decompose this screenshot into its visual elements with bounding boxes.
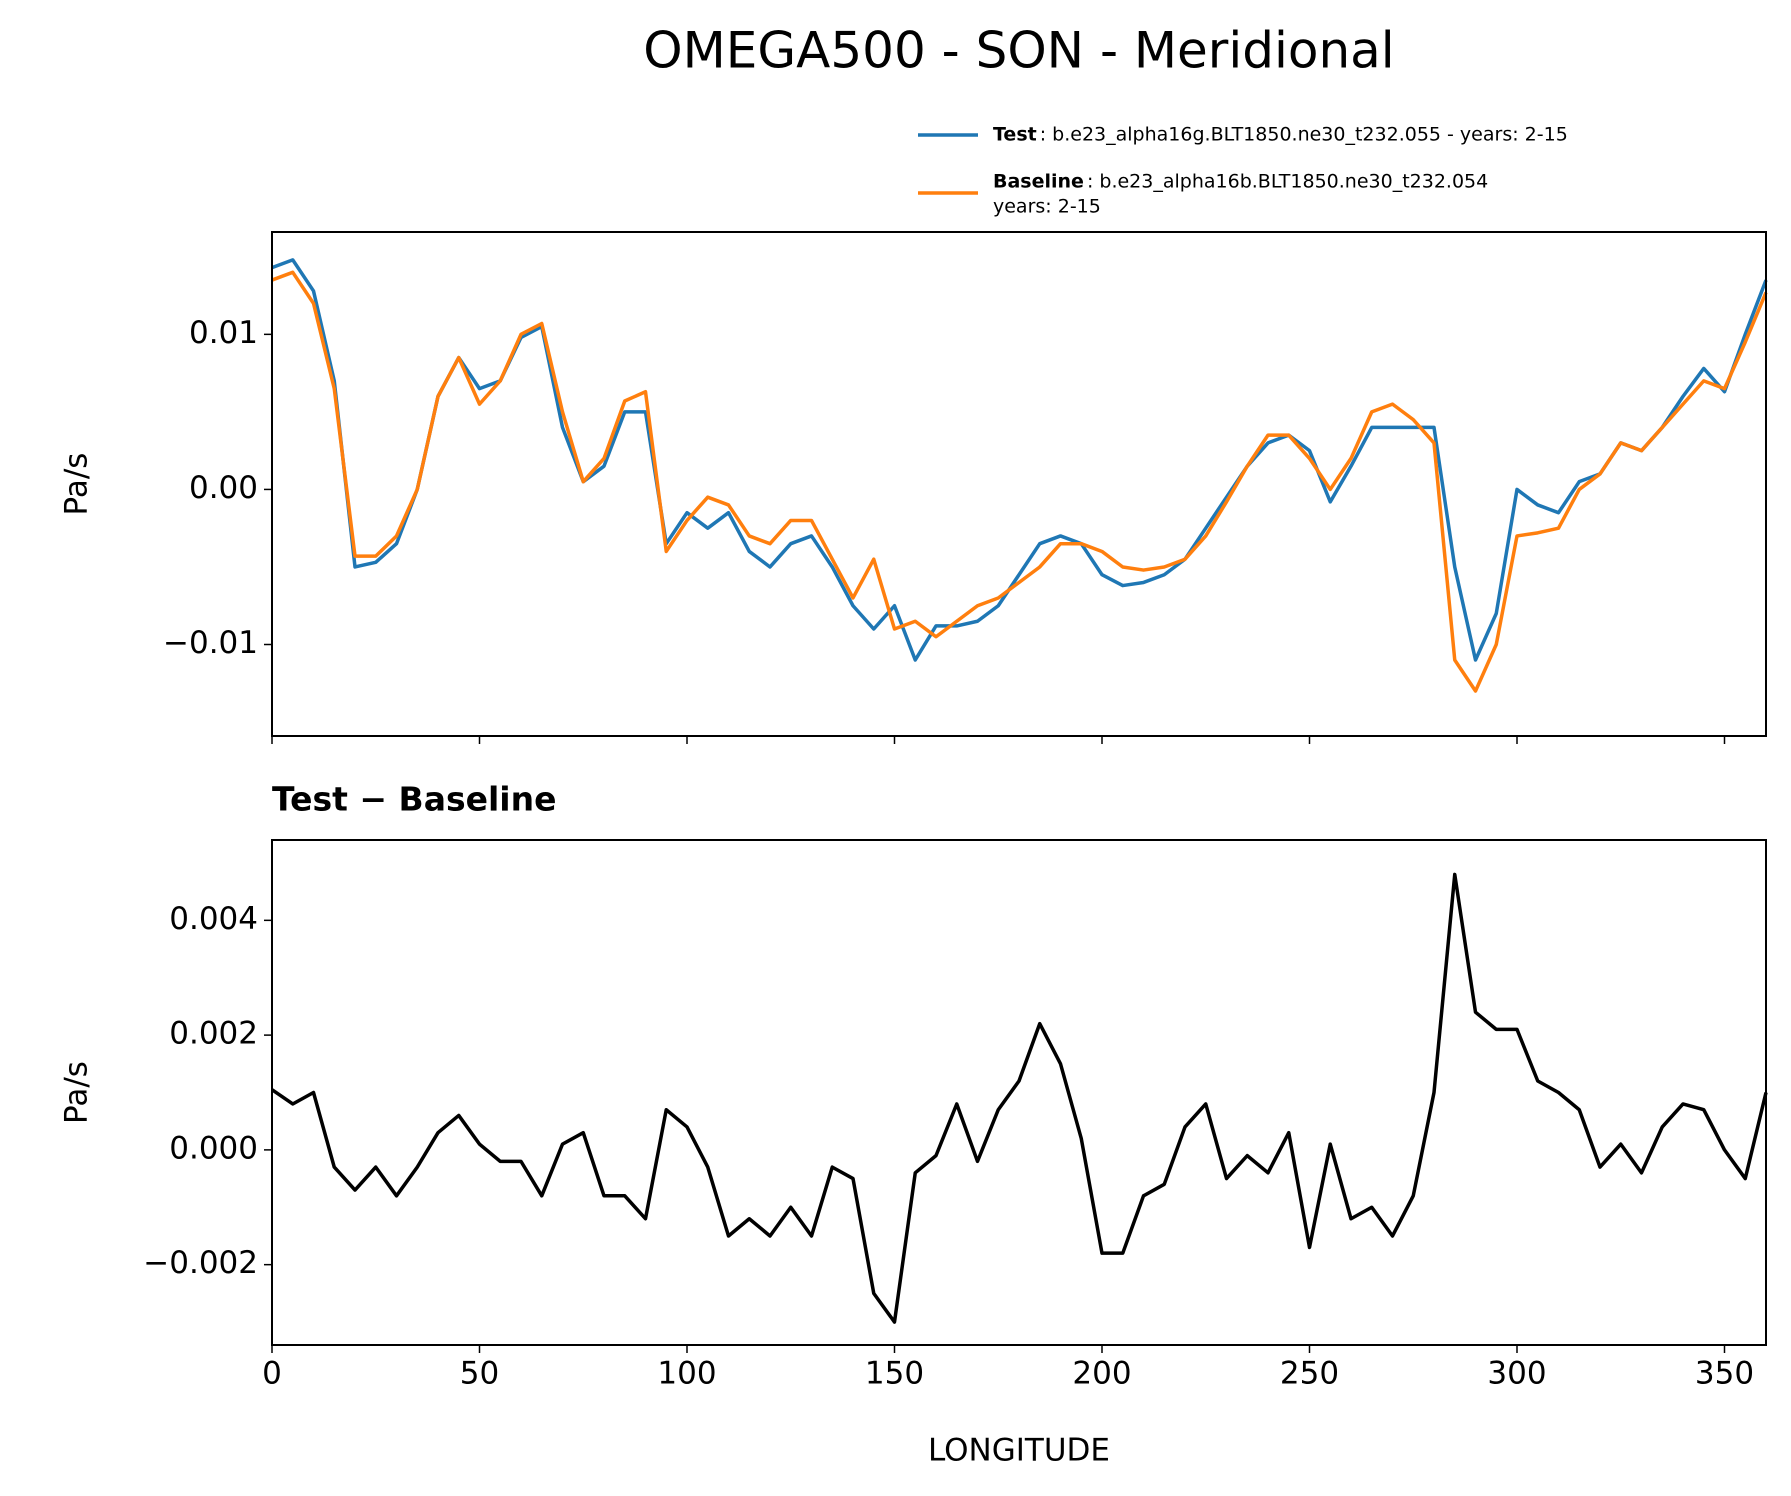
data-line xyxy=(271,872,1768,1324)
axes-frame xyxy=(271,839,1767,1346)
legend-description: : b.e23_alpha16b.BLT1850.ne30_t232.054 xyxy=(1087,171,1488,193)
y-axis-label: Pa/s xyxy=(59,453,95,516)
panel-title: Test − Baseline xyxy=(272,780,557,819)
legend-name: Test xyxy=(993,124,1037,146)
y-tick-label: −0.01 xyxy=(163,625,258,661)
chart-title: OMEGA500 - SON - Meridional xyxy=(643,22,1394,80)
y-axis-label: Pa/s xyxy=(59,1061,95,1124)
x-tick-label: 350 xyxy=(1695,1356,1754,1392)
y-tick-label: 0.01 xyxy=(189,315,258,351)
y-tick-label: 0.00 xyxy=(189,470,258,506)
data-line xyxy=(271,258,1768,662)
x-tick-label: 0 xyxy=(262,1356,282,1392)
x-tick-label: 50 xyxy=(460,1356,499,1392)
y-tick-label: −0.002 xyxy=(143,1245,258,1281)
legend-description: years: 2-15 xyxy=(993,196,1101,218)
x-tick-label: 100 xyxy=(657,1356,716,1392)
legend-name: Baseline xyxy=(993,171,1084,193)
x-tick-label: 150 xyxy=(865,1356,924,1392)
y-tick-label: 0.000 xyxy=(169,1130,258,1166)
data-line xyxy=(271,270,1768,693)
legend-description: : b.e23_alpha16g.BLT1850.ne30_t232.055 -… xyxy=(1040,124,1568,146)
x-tick-label: 250 xyxy=(1280,1356,1339,1392)
x-tick-label: 200 xyxy=(1072,1356,1131,1392)
y-tick-label: 0.002 xyxy=(169,1016,258,1052)
x-tick-label: 300 xyxy=(1487,1356,1546,1392)
axes-frame xyxy=(271,231,1767,737)
y-tick-label: 0.004 xyxy=(169,901,258,937)
x-axis-label: LONGITUDE xyxy=(928,1433,1110,1469)
